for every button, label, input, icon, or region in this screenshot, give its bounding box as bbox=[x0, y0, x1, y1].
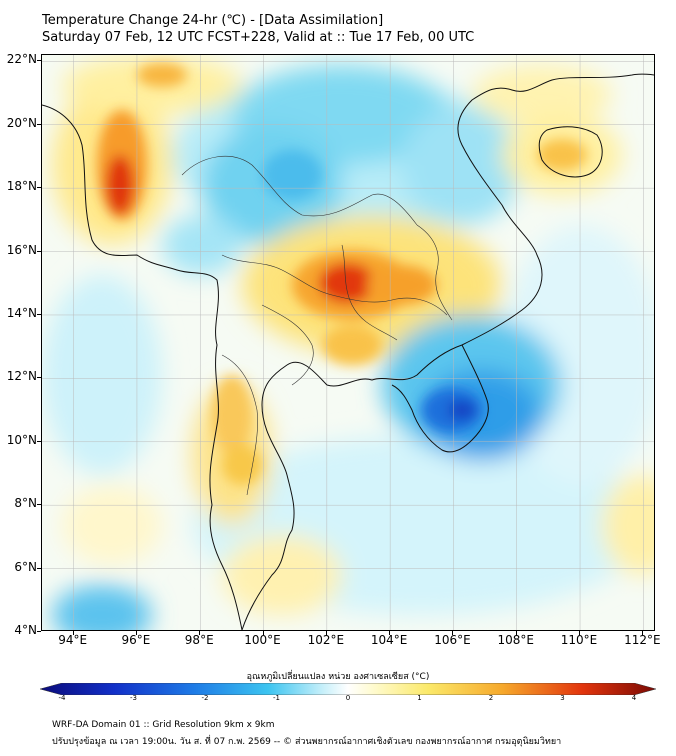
footer-model-info: WRF-DA Domain 01 :: Grid Resolution 9km … bbox=[52, 720, 275, 730]
lon-tick-label: 108°E bbox=[497, 633, 534, 647]
lat-tick-label: 12°N bbox=[6, 369, 37, 384]
lon-tick-label: 104°E bbox=[370, 633, 408, 647]
colorbar-tick-label: 4 bbox=[631, 694, 637, 702]
colorbar-tick-label: -1 bbox=[273, 694, 280, 702]
colorbar-tick-label: 3 bbox=[560, 694, 565, 702]
colorbar-tick-label: -2 bbox=[201, 694, 209, 702]
lat-tick bbox=[37, 60, 41, 62]
lon-tick-label: 102°E bbox=[307, 633, 345, 647]
lat-tick-label: 10°N bbox=[6, 432, 37, 447]
colorbar-tick-label: -4 bbox=[58, 694, 66, 702]
lat-tick-label: 20°N bbox=[6, 115, 37, 130]
lat-tick-label: 16°N bbox=[6, 242, 37, 257]
colorbar-label: อุณหภูมิเปลี่ยนแปลง หน่วย องศาเซลเซียส (… bbox=[246, 672, 430, 682]
lat-tick-label: 18°N bbox=[6, 179, 37, 194]
lon-tick-label: 96°E bbox=[121, 633, 151, 647]
lon-tick-label: 112°E bbox=[624, 633, 661, 647]
lat-tick bbox=[37, 313, 41, 315]
title-line-2: Saturday 07 Feb, 12 UTC FCST+228, Valid … bbox=[42, 30, 475, 45]
lat-tick-label: 14°N bbox=[6, 305, 37, 320]
lat-tick bbox=[37, 187, 41, 189]
lon-tick bbox=[72, 631, 74, 635]
title-line-1: Temperature Change 24-hr (℃) - [Data Ass… bbox=[42, 13, 384, 28]
lat-tick bbox=[37, 123, 41, 125]
admin-borders bbox=[181, 155, 453, 496]
lat-tick bbox=[37, 377, 41, 379]
colorbar-tick-label: 1 bbox=[417, 694, 422, 702]
temperature-field bbox=[42, 55, 654, 630]
lon-tick bbox=[579, 631, 581, 635]
lon-tick-label: 98°E bbox=[184, 633, 214, 647]
lat-tick bbox=[37, 631, 41, 632]
lon-tick bbox=[389, 631, 391, 635]
lat-tick bbox=[37, 567, 41, 569]
lon-tick bbox=[642, 631, 644, 635]
lat-tick bbox=[37, 504, 41, 506]
footer-update-info: ปรับปรุงข้อมูล ณ เวลา 19:00น. วัน ส. ที่… bbox=[52, 737, 562, 747]
lon-tick-label: 110°E bbox=[560, 633, 598, 647]
lon-tick bbox=[325, 631, 327, 635]
lon-tick bbox=[452, 631, 454, 635]
temperature-change-map bbox=[41, 54, 655, 631]
lat-tick-label: 8°N bbox=[14, 496, 37, 511]
temperature-field-core bbox=[97, 63, 587, 485]
lat-tick bbox=[37, 250, 41, 252]
lon-tick bbox=[262, 631, 264, 635]
lat-tick bbox=[37, 440, 41, 442]
coastlines bbox=[42, 73, 654, 630]
chart-title: Temperature Change 24-hr (℃) - [Data Ass… bbox=[42, 12, 474, 46]
map-canvas bbox=[42, 55, 654, 630]
colorbar-tick-label: 2 bbox=[488, 694, 494, 702]
lat-tick-label: 22°N bbox=[6, 52, 37, 67]
lat-tick-label: 4°N bbox=[14, 623, 37, 637]
graticule bbox=[42, 55, 654, 630]
colorbar-tick-label: 0 bbox=[345, 694, 351, 702]
lon-tick-label: 100°E bbox=[244, 633, 281, 647]
lon-tick bbox=[199, 631, 201, 635]
colorbar-tick-label: -3 bbox=[130, 694, 137, 702]
lon-tick-label: 94°E bbox=[58, 633, 88, 647]
colorbar bbox=[39, 680, 657, 696]
lon-tick bbox=[135, 631, 137, 635]
lat-tick-label: 6°N bbox=[14, 559, 37, 574]
lon-tick bbox=[515, 631, 517, 635]
lon-tick-label: 106°E bbox=[434, 633, 471, 647]
